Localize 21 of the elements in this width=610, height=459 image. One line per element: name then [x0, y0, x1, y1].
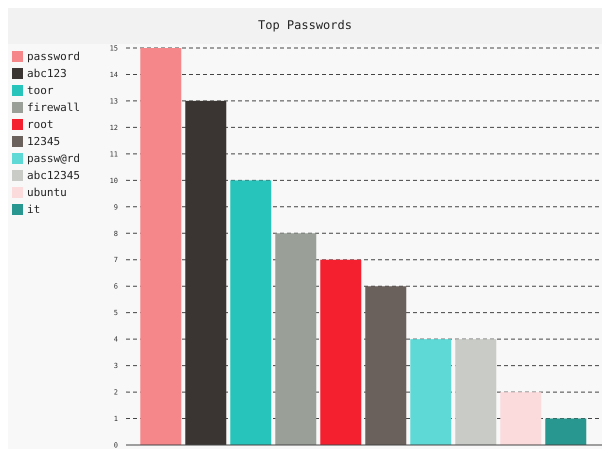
legend-label: root — [27, 118, 54, 131]
bar — [275, 233, 316, 445]
legend-label: abc12345 — [27, 169, 80, 182]
legend-label: passw@rd — [27, 152, 80, 165]
bar — [410, 339, 452, 445]
legend-label: 12345 — [27, 135, 60, 148]
legend-label: toor — [27, 84, 54, 97]
bar — [230, 180, 272, 445]
legend-label: abc123 — [27, 67, 67, 80]
bar — [140, 48, 182, 445]
chart-title: Top Passwords — [257, 17, 353, 34]
bar — [500, 392, 542, 445]
bar — [320, 260, 362, 445]
bar — [185, 100, 226, 445]
legend-label: ubuntu — [27, 186, 67, 199]
bar — [455, 339, 496, 445]
legend-label: firewall — [27, 101, 80, 114]
legend-label: it — [27, 203, 40, 216]
legend-label: password — [27, 50, 80, 63]
bar — [365, 286, 406, 445]
bar — [545, 418, 586, 445]
